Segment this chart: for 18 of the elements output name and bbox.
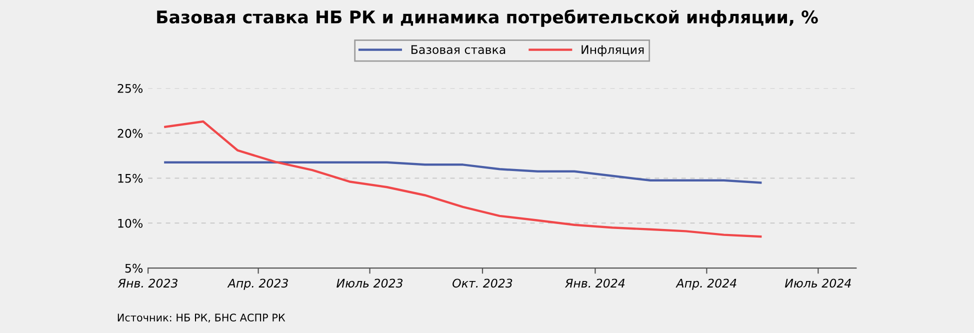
x-tick-label: Янв. 2024 [564, 278, 625, 288]
y-tick-label: 10% [118, 218, 143, 228]
x-tick-label: Апр. 2023 [227, 278, 288, 290]
x-tick-label: Апр. 2024 [676, 278, 736, 290]
x-tick-label: Июль 2024 [784, 278, 851, 288]
x-tick-label: Янв. 2023 [118, 278, 178, 288]
y-tick-label: 25% [118, 84, 143, 93]
line-series [164, 161, 762, 184]
x-tick-label: Июль 2023 [336, 278, 403, 288]
text: Источник: НБ РК, БНС АСПР РК [118, 314, 286, 323]
chart-title: Базовая ставка НБ РК и динамика потребительской инфляции, % [157, 10, 818, 27]
legend-label: Инфляция [582, 45, 644, 56]
line-series [164, 120, 762, 238]
x-tick-label: Окт. 2023 [452, 278, 512, 288]
y-tick-label: 5% [125, 264, 143, 273]
y-tick-label: 20% [118, 128, 143, 138]
y-tick-label: 15% [118, 174, 143, 183]
legend-label: Базовая ставка [411, 45, 506, 54]
